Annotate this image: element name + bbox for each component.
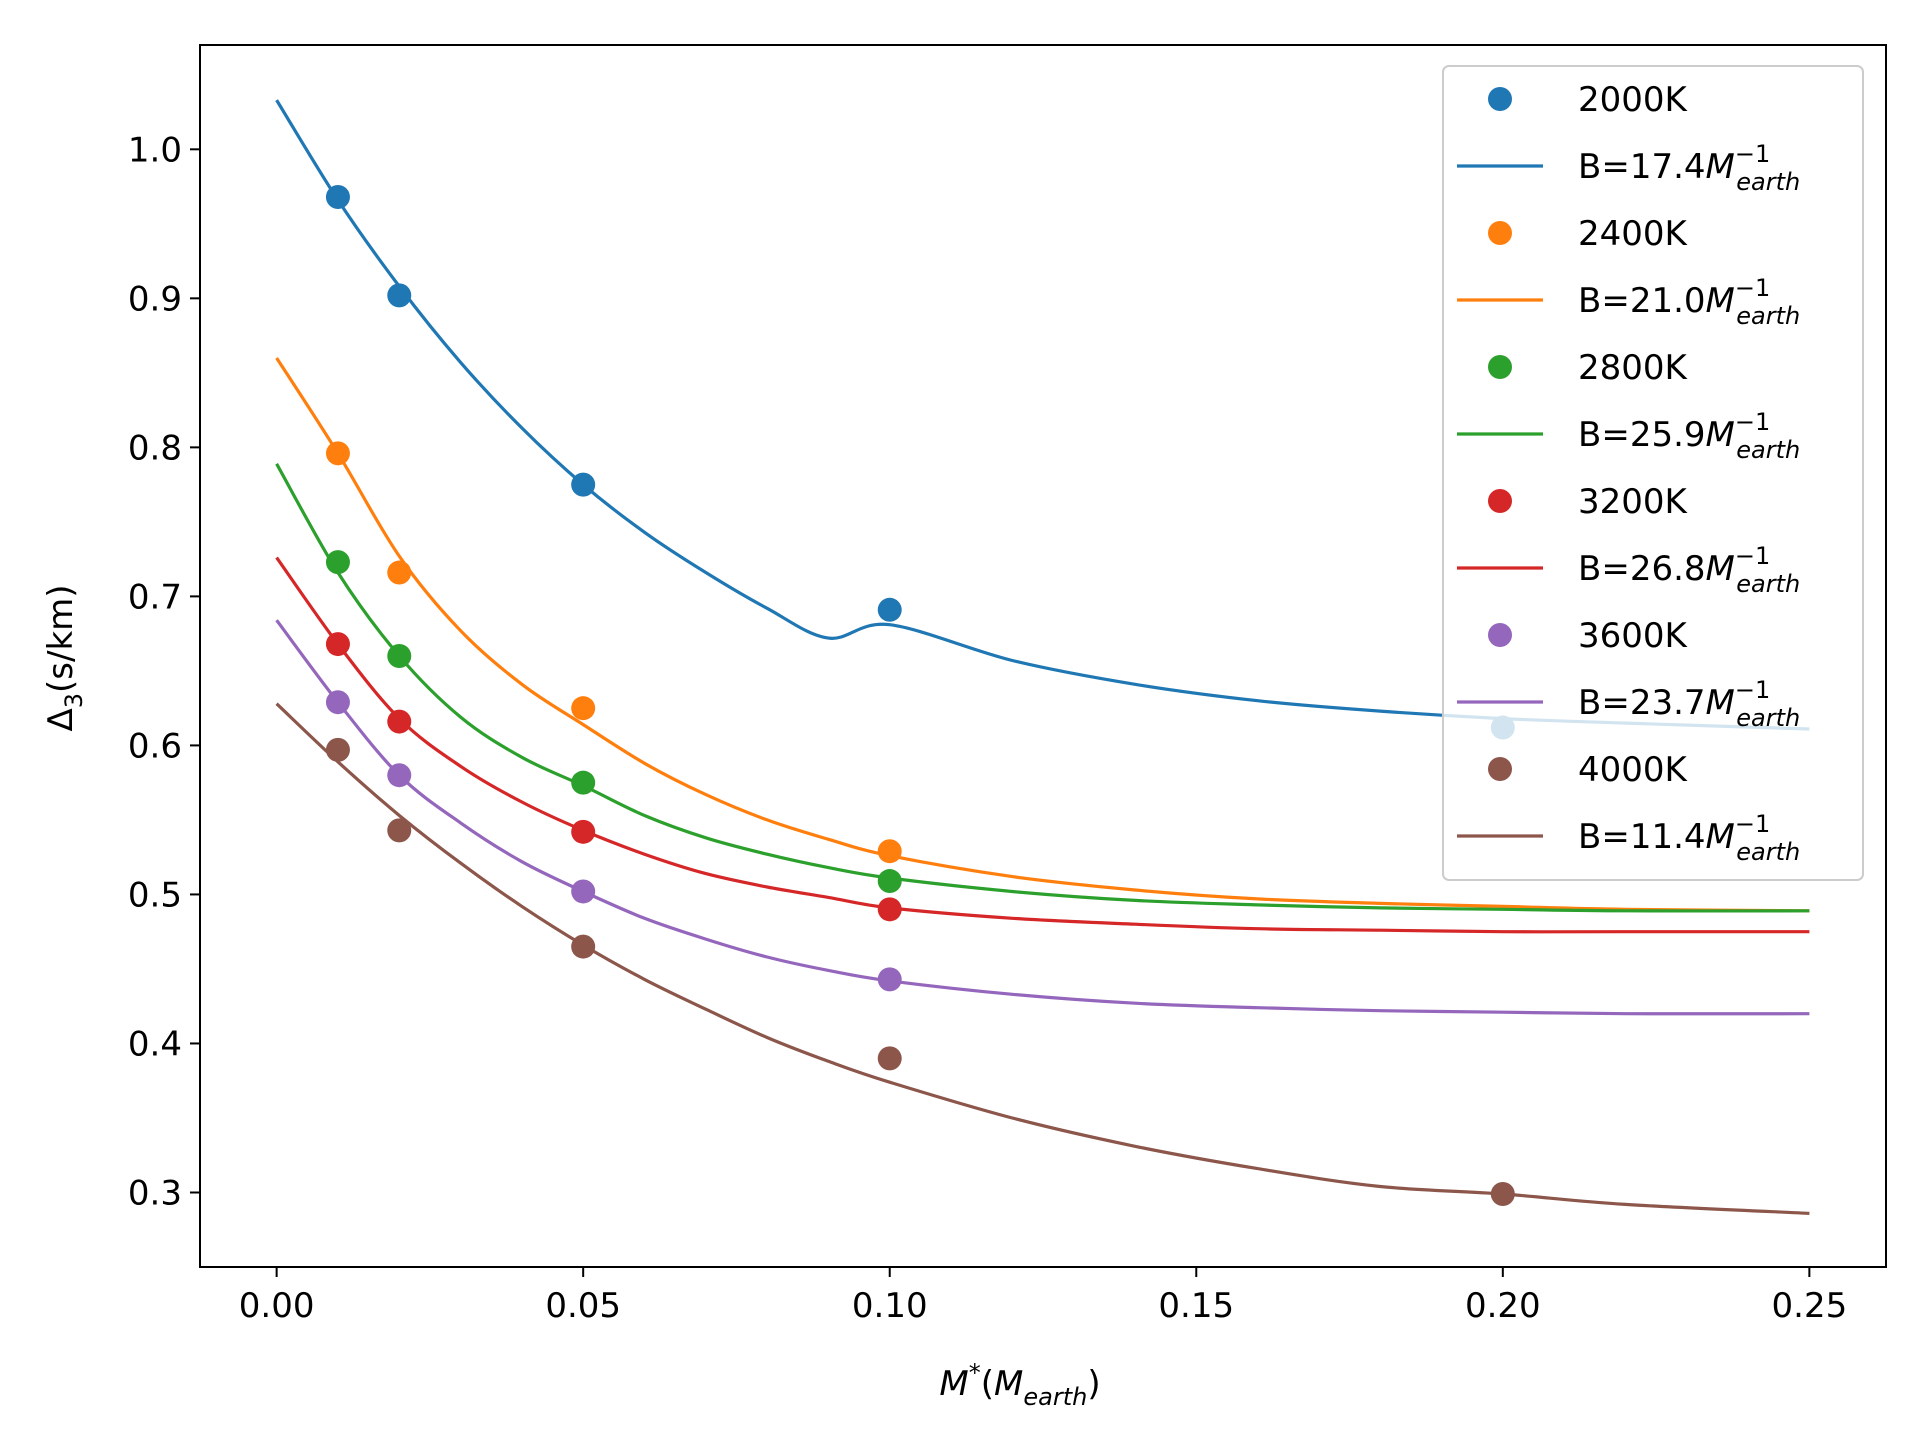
x-tick-label: 0.05 — [545, 1286, 621, 1326]
point-4000k-0 — [325, 737, 350, 762]
legend-label-3600k: 3600K — [1578, 616, 1689, 656]
y-tick-label: 0.3 — [128, 1173, 182, 1213]
plot-area — [275, 99, 1810, 1215]
point-2000k-1 — [387, 283, 412, 308]
point-3600k-3 — [877, 967, 902, 992]
point-3600k-0 — [325, 690, 350, 715]
fit-line-2800k — [275, 463, 1810, 913]
x-tick-label: 0.00 — [239, 1286, 315, 1326]
point-2400k-0 — [325, 441, 350, 466]
legend-fit-label-2000k: B=17.4M−1 earth — [1578, 140, 1800, 196]
fit-line-3200k — [275, 556, 1810, 934]
point-2400k-2 — [571, 696, 596, 721]
fit-line-2400k — [275, 357, 1810, 913]
y-tick-label: 0.9 — [128, 279, 182, 319]
point-2000k-2 — [571, 472, 596, 497]
x-tick-label: 0.20 — [1465, 1286, 1541, 1326]
point-2800k-2 — [571, 770, 596, 795]
legend-fit-label-2800k: B=25.9M−1 earth — [1578, 408, 1800, 464]
x-tick-label: 0.10 — [852, 1286, 928, 1326]
legend-fit-label-3200k: B=26.8M−1 earth — [1578, 542, 1800, 598]
legend-marker-2000k — [1488, 87, 1512, 111]
point-2400k-3 — [877, 839, 902, 864]
legend-fit-label-3600k: B=23.7M−1 earth — [1578, 676, 1800, 732]
legend-fit-label-4000k: B=11.4M−1 earth — [1578, 810, 1800, 866]
x-tick-label: 0.25 — [1772, 1286, 1848, 1326]
point-4000k-3 — [877, 1046, 902, 1071]
point-2800k-1 — [387, 644, 412, 668]
point-4000k-1 — [387, 818, 412, 843]
legend-box — [1442, 65, 1864, 881]
point-3200k-0 — [325, 632, 350, 657]
point-2800k-0 — [325, 550, 350, 575]
point-3200k-3 — [877, 897, 902, 922]
point-2000k-3 — [877, 597, 902, 622]
legend-marker-2800k — [1488, 355, 1512, 379]
axes: 0.00 0.05 0.10 0.15 0.20 0.25 0.3 0.4 0.5 0.6 0.7 0… — [128, 44, 1887, 1326]
point-4000k-2 — [571, 934, 596, 959]
point-2400k-1 — [387, 560, 412, 585]
legend-label-3200k: 3200K — [1578, 482, 1689, 522]
point-3600k-2 — [571, 879, 596, 904]
point-2000k-0 — [325, 185, 350, 210]
legend-label-2400k: 2400K — [1578, 214, 1689, 254]
y-tick-label: 0.4 — [128, 1024, 182, 1064]
y-axis-label: Δ3(s/km) — [41, 584, 88, 731]
y-tick-label: 1.0 — [128, 130, 182, 170]
axes-frame — [199, 44, 1887, 1268]
y-tick-label: 0.8 — [128, 428, 182, 468]
legend-fit-label-2400k: B=21.0M−1 earth — [1578, 274, 1800, 330]
fit-line-4000k — [275, 702, 1810, 1215]
point-3600k-1 — [387, 763, 412, 788]
legend-marker-3200k — [1488, 489, 1512, 513]
point-3200k-2 — [571, 819, 596, 844]
legend-marker-2400k — [1488, 221, 1512, 245]
legend-label-2000k: 2000K — [1578, 80, 1689, 120]
y-tick-label: 0.6 — [128, 726, 182, 766]
x-axis-label: M*(Mearth) — [939, 1359, 1100, 1411]
y-tick-label: 0.5 — [128, 875, 182, 915]
legend-label-2800k: 2800K — [1578, 348, 1689, 388]
legend-label-4000k: 4000K — [1578, 750, 1689, 790]
legend-marker-3600k — [1488, 623, 1512, 647]
legend-marker-4000k — [1488, 757, 1512, 781]
x-tick-label: 0.15 — [1158, 1286, 1234, 1326]
legend: 2000K B=17.4M−1 earth 2400K B=21.0M−1 earth 28… — [1442, 65, 1864, 881]
point-3200k-1 — [387, 709, 412, 734]
point-2800k-3 — [877, 869, 902, 894]
y-tick-label: 0.7 — [128, 577, 182, 617]
fit-line-3600k — [275, 619, 1810, 1016]
point-4000k-4 — [1490, 1181, 1515, 1206]
